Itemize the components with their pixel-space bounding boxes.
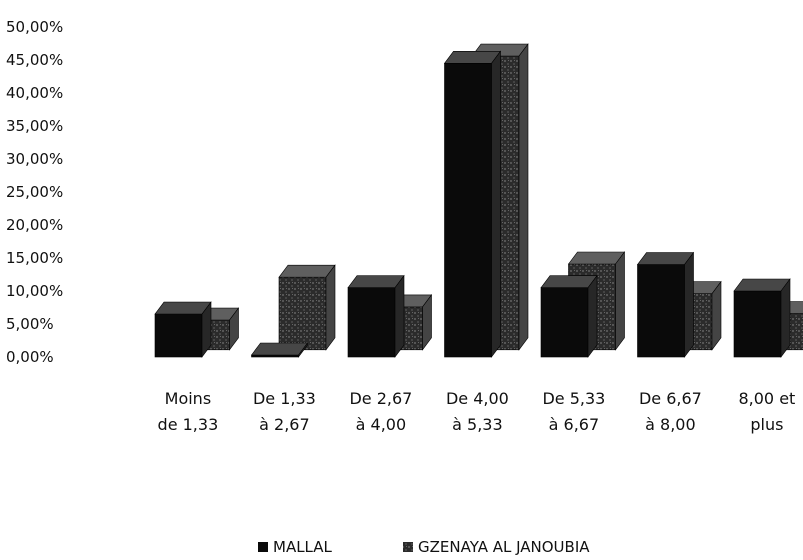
y-tick-label: 15,00% [6, 249, 63, 267]
x-tick-label: plus [750, 415, 783, 434]
x-tick-label: De 4,00 [446, 389, 509, 408]
legend-label: MALLAL [273, 538, 333, 556]
y-tick-label: 20,00% [6, 216, 63, 234]
plot-area [154, 43, 803, 358]
y-axis: 0,00% 5,00% 10,00% 15,00% 20,00% 25,00% 30,00%… [6, 18, 63, 366]
y-tick-label: 40,00% [6, 84, 63, 102]
bar-mallal [250, 342, 309, 358]
bar-mallal [733, 278, 791, 358]
x-tick-label: à 6,67 [549, 415, 600, 434]
bar-mallal [636, 251, 695, 358]
legend-swatch [403, 542, 413, 552]
bar-mallal [347, 274, 405, 358]
x-tick-label: 8,00 et [738, 389, 795, 408]
y-tick-label: 45,00% [6, 51, 63, 69]
bar-mallal [154, 301, 212, 358]
y-tick-label: 25,00% [6, 183, 63, 201]
x-tick-label: De 6,67 [639, 389, 702, 408]
legend: MALLAL GZENAYA AL JANOUBIA [258, 538, 590, 556]
legend-label: GZENAYA AL JANOUBIA [418, 538, 590, 556]
x-tick-label: De 1,33 [253, 389, 316, 408]
legend-swatch [258, 542, 268, 552]
bar-gzenaya-al-janoubia [278, 264, 336, 351]
x-tick-label: De 2,67 [349, 389, 412, 408]
x-tick-label: de 1,33 [158, 415, 219, 434]
y-tick-label: 50,00% [6, 18, 63, 36]
x-tick-label: Moins [165, 389, 212, 408]
y-tick-label: 30,00% [6, 150, 63, 168]
x-tick-label: De 5,33 [542, 389, 605, 408]
x-tick-label: à 8,00 [645, 415, 696, 434]
bar-mallal [443, 50, 502, 358]
y-tick-label: 35,00% [6, 117, 63, 135]
y-tick-label: 10,00% [6, 282, 63, 300]
x-tick-label: à 2,67 [259, 415, 310, 434]
bar-mallal [540, 274, 598, 358]
y-tick-label: 5,00% [6, 315, 54, 333]
x-tick-label: à 4,00 [356, 415, 407, 434]
x-axis: Moins de 1,33 De 1,33 à 2,67 De 2,67 à 4,00 De… [158, 389, 796, 434]
x-tick-label: à 5,33 [452, 415, 503, 434]
y-tick-label: 0,00% [6, 348, 54, 366]
